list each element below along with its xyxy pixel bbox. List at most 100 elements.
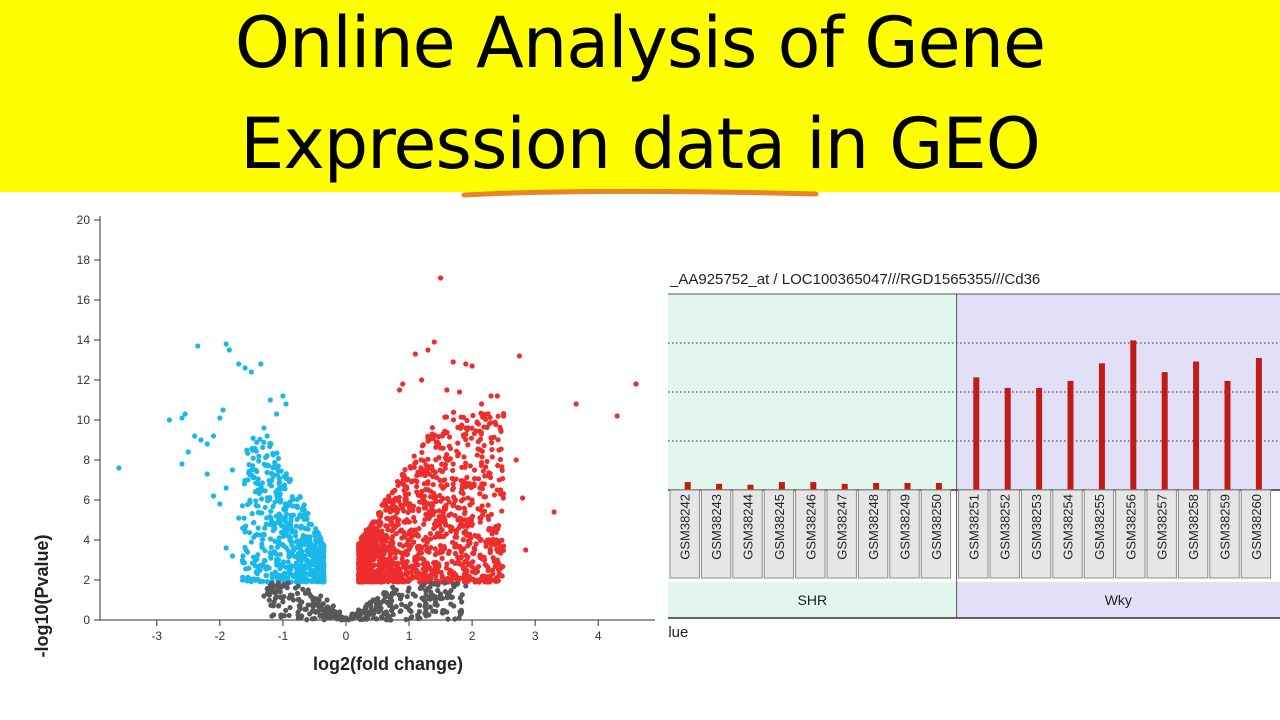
down-regulated-point — [282, 501, 288, 507]
down-regulated-point — [179, 415, 185, 421]
sample-label: GSM38255 — [1092, 494, 1107, 560]
expression-bar — [716, 483, 723, 490]
down-regulated-point — [307, 563, 314, 569]
sample-label: GSM38253 — [1029, 494, 1044, 560]
down-regulated-point — [276, 535, 282, 541]
up-regulated-point — [468, 435, 475, 441]
down-regulated-point — [275, 540, 281, 546]
sample-label-box — [1083, 489, 1115, 579]
not-significant-point — [354, 611, 361, 617]
up-regulated-point — [443, 414, 450, 420]
expression-bar — [873, 482, 880, 490]
up-regulated-point — [431, 339, 437, 345]
up-regulated-point — [372, 569, 378, 575]
sample-label-box — [732, 489, 763, 579]
down-regulated-point — [259, 536, 266, 543]
x-tick-label: -1 — [278, 629, 289, 643]
down-regulated-point — [248, 369, 254, 375]
up-regulated-point — [494, 546, 500, 553]
not-significant-point — [309, 616, 316, 622]
up-regulated-point — [464, 520, 470, 527]
up-regulated-point — [402, 467, 408, 473]
down-regulated-point — [245, 501, 251, 508]
up-regulated-point — [478, 410, 484, 416]
down-regulated-point — [258, 496, 265, 502]
down-regulated-point — [253, 448, 259, 454]
sample-label-box — [989, 489, 1020, 579]
down-regulated-point — [254, 576, 261, 582]
down-regulated-point — [314, 538, 320, 545]
up-regulated-point — [396, 494, 402, 500]
not-significant-point — [266, 589, 272, 595]
up-regulated-point — [421, 557, 427, 563]
down-regulated-point — [204, 471, 210, 477]
not-significant-point — [419, 595, 425, 601]
down-regulated-point — [256, 453, 262, 459]
up-regulated-point — [388, 497, 394, 503]
down-regulated-point — [305, 534, 312, 541]
down-regulated-point — [283, 471, 289, 477]
down-regulated-point — [261, 425, 267, 431]
up-regulated-point — [373, 546, 379, 552]
up-regulated-point — [399, 556, 405, 562]
up-regulated-point — [421, 521, 427, 527]
up-regulated-point — [404, 578, 410, 584]
down-regulated-point — [298, 558, 304, 565]
down-regulated-point — [239, 503, 246, 509]
up-regulated-point — [365, 541, 371, 547]
x-tick-label: -3 — [151, 629, 162, 643]
up-regulated-point — [442, 465, 448, 471]
expression-bar — [810, 482, 817, 490]
up-regulated-point — [450, 417, 457, 423]
down-regulated-point — [276, 493, 282, 500]
up-regulated-point — [445, 550, 452, 556]
down-regulated-point — [292, 533, 299, 539]
up-regulated-point — [399, 579, 405, 585]
sample-label-box — [889, 489, 920, 579]
down-regulated-point — [289, 529, 295, 535]
up-regulated-point — [461, 454, 467, 460]
up-regulated-point — [457, 424, 463, 431]
down-regulated-point — [305, 526, 311, 532]
down-regulated-point — [280, 393, 286, 399]
up-regulated-point — [497, 456, 504, 463]
not-significant-point — [300, 586, 306, 592]
not-significant-point — [427, 584, 433, 590]
down-regulated-point — [283, 475, 289, 481]
up-regulated-point — [378, 564, 385, 570]
down-regulated-point — [276, 480, 282, 487]
down-regulated-point — [243, 523, 249, 529]
down-regulated-point — [252, 558, 258, 564]
down-regulated-point — [277, 566, 283, 572]
up-regulated-point — [492, 563, 498, 569]
sample-label-box — [857, 489, 889, 579]
down-regulated-point — [268, 554, 274, 560]
x-tick-label: -2 — [214, 629, 225, 643]
up-regulated-point — [450, 467, 456, 474]
not-significant-point — [324, 610, 330, 616]
down-regulated-point — [259, 541, 265, 547]
down-regulated-point — [286, 569, 292, 575]
up-regulated-point — [461, 573, 467, 579]
up-regulated-point — [383, 576, 389, 582]
down-regulated-point — [258, 361, 264, 367]
not-significant-point — [310, 595, 316, 601]
up-regulated-point — [471, 481, 477, 487]
up-regulated-point — [451, 501, 457, 507]
down-regulated-point — [263, 572, 269, 579]
up-regulated-point — [450, 461, 456, 467]
up-regulated-point — [413, 559, 419, 566]
not-significant-point — [404, 593, 410, 600]
x-tick-label: 1 — [406, 629, 413, 643]
up-regulated-point — [415, 469, 421, 475]
expression-bar — [935, 482, 942, 490]
y-axis-label: -log10(Pvalue) — [32, 534, 52, 657]
up-regulated-point — [432, 552, 438, 558]
not-significant-point — [304, 617, 310, 623]
up-regulated-point — [379, 554, 385, 561]
up-regulated-point — [479, 503, 485, 509]
up-regulated-point — [400, 543, 406, 549]
not-significant-point — [370, 610, 376, 616]
up-regulated-point — [433, 494, 439, 500]
up-regulated-point — [486, 421, 493, 427]
